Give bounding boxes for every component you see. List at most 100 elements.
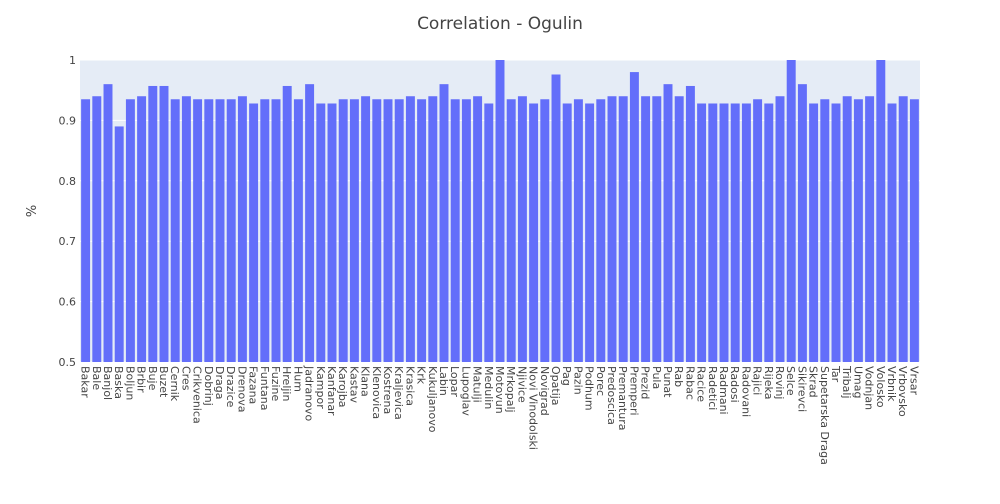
x-tick-label: Racice: [695, 366, 708, 402]
x-tick-label: Skrad: [807, 366, 820, 398]
bar: [484, 103, 494, 362]
x-tick-label: Radovani: [739, 366, 752, 417]
bar: [159, 85, 169, 363]
bar: [327, 103, 337, 362]
x-tick-label: Kostrena: [381, 366, 394, 414]
x-tick-label: Mrkopalj: [504, 366, 517, 413]
bar: [831, 103, 841, 362]
x-tick-label: Kampor: [314, 366, 327, 409]
x-tick-label: Krasica: [403, 366, 416, 406]
x-tick-label: Funtana: [258, 366, 271, 410]
x-tick-label: Novigrad: [538, 366, 551, 416]
x-tick-label: Fuzine: [269, 366, 282, 401]
bar: [585, 103, 595, 362]
x-tick-label: Kraljevica: [392, 366, 405, 420]
chart-title: Correlation - Ogulin: [417, 14, 583, 34]
bar: [506, 99, 516, 362]
x-tick-label: Rabac: [683, 366, 696, 400]
x-tick-label: Rab: [672, 366, 685, 387]
x-tick-label: Banjol: [101, 366, 114, 400]
y-tick-label: 0.6: [59, 296, 77, 309]
x-tick-label: Lopar: [448, 366, 461, 397]
x-tick-label: Drenova: [235, 366, 248, 412]
x-tick-label: Vodnjan: [863, 366, 876, 410]
bar: [909, 99, 919, 362]
x-tick-label: Krk: [415, 366, 428, 385]
x-tick-label: Baska: [112, 366, 125, 399]
bar: [215, 99, 225, 362]
bar: [439, 84, 449, 362]
bar: [282, 85, 292, 363]
x-tick-label: Cernik: [168, 366, 181, 402]
bar: [394, 99, 404, 362]
bar: [372, 99, 382, 362]
x-tick-label: Tribalj: [840, 365, 853, 399]
x-tick-label: Supetarska Draga: [818, 366, 831, 465]
bar: [652, 96, 662, 363]
x-tick-label: Hreljin: [280, 366, 293, 401]
bar: [753, 99, 763, 362]
bar: [92, 96, 102, 363]
x-tick-label: Premperi: [627, 366, 640, 416]
x-tick-label: Buje: [146, 366, 159, 391]
x-tick-label: Boljun: [123, 366, 136, 400]
bar: [719, 103, 729, 362]
x-tick-label: Rovinj: [773, 366, 786, 399]
bar: [137, 96, 147, 363]
bar: [103, 84, 113, 362]
bar: [697, 103, 707, 362]
x-tick-label: Radmani: [717, 366, 730, 415]
x-tick-label: Punat: [661, 366, 674, 398]
bar: [193, 99, 203, 362]
x-tick-label: Kastav: [347, 366, 360, 404]
bar: [226, 99, 236, 362]
x-tick-label: Hum: [291, 366, 304, 392]
bar: [573, 99, 583, 362]
bar: [417, 99, 427, 362]
bar: [316, 103, 326, 362]
bar: [607, 96, 617, 363]
bar: [865, 96, 875, 363]
bar: [349, 99, 359, 362]
y-tick-label: 0.9: [59, 114, 77, 127]
x-tick-label: Tar: [829, 365, 842, 383]
bar: [730, 103, 740, 362]
bar: [148, 85, 158, 363]
bar: [685, 85, 695, 363]
x-tick-label: Matulji: [471, 366, 484, 403]
x-tick-label: Fazana: [247, 366, 260, 404]
bar: [663, 84, 673, 362]
y-tick-label: 0.7: [59, 235, 77, 248]
bar: [461, 99, 471, 362]
x-tick-label: Selce: [784, 366, 797, 396]
bar: [786, 60, 796, 362]
x-tick-label: Rajici: [751, 366, 764, 395]
bar: [775, 96, 785, 363]
bar: [529, 103, 539, 362]
bar: [641, 96, 651, 363]
x-tick-label: Sikirevci: [795, 366, 808, 412]
bar: [237, 96, 247, 363]
bar: [887, 103, 897, 362]
x-tick-label: Kukuljanovo: [426, 366, 439, 433]
bar: [428, 96, 438, 363]
x-tick-label: Novi Vinodolski: [527, 366, 540, 450]
x-tick-label: Crikvenica: [191, 366, 204, 424]
bar: [629, 72, 639, 362]
bar: [517, 96, 527, 363]
bar: [853, 99, 863, 362]
bar: [741, 103, 751, 362]
bar: [764, 103, 774, 362]
x-tick-labels: BakarBaleBanjolBaskaBoljunBrbirBujeBuzet…: [79, 365, 921, 465]
bar: [271, 99, 281, 362]
x-tick-label: Podhum: [583, 366, 596, 411]
y-axis-label: %: [25, 205, 40, 217]
bar: [181, 96, 191, 363]
x-tick-label: Premantura: [616, 366, 629, 430]
x-tick-label: Lupoglav: [459, 366, 472, 416]
x-tick-label: Vrbnik: [885, 366, 898, 402]
x-tick-label: Brbir: [135, 366, 148, 393]
bar: [204, 99, 214, 362]
x-tick-label: Bakar: [79, 366, 92, 398]
x-tick-label: Vrbovsko: [896, 366, 909, 417]
